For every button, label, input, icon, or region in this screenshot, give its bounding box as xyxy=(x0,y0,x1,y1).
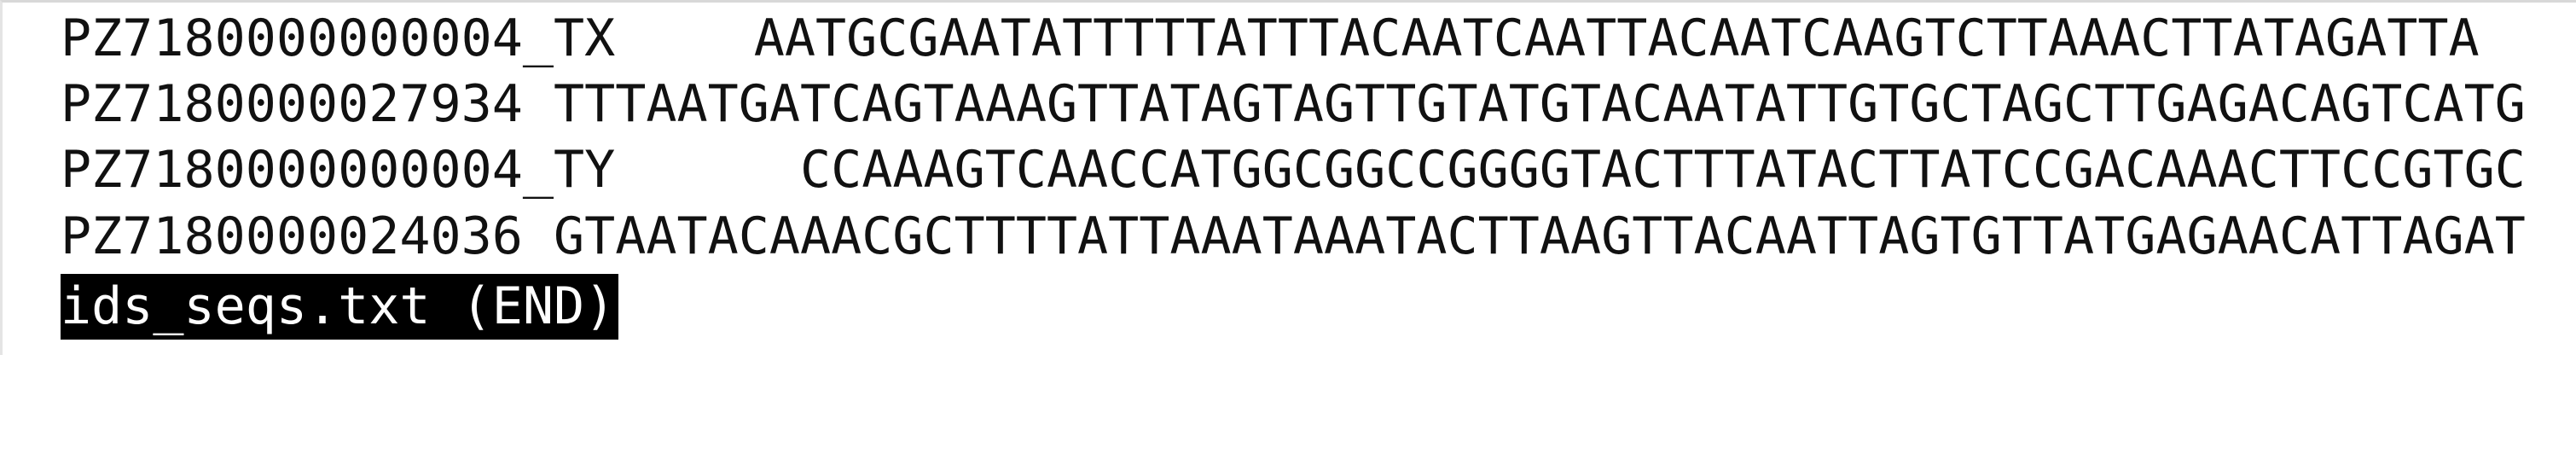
status-line: ids_seqs.txt (END) xyxy=(61,274,2568,340)
sequence: TTTAATGATCAGTAAAGTTATAGTAGTTGTATGTACAATA… xyxy=(553,74,2526,134)
sequence: GTAATACAAACGCTTTTATTAAATAAATACTTAAGTTACA… xyxy=(553,206,2526,266)
pager-status: ids_seqs.txt (END) xyxy=(61,274,619,340)
line: PZ7180000000004_TX AATGCGAATATTTTTATTTAC… xyxy=(61,6,2568,72)
sequence: CCAAAGTCAACCATGGCGGCCGGGGTACTTTATACTTATC… xyxy=(799,140,2526,200)
seq-id: PZ7180000024036 xyxy=(61,206,523,266)
sequence: AATGCGAATATTTTTATTTACAATCAATTACAATCAAGTC… xyxy=(753,9,2480,68)
terminal: PZ7180000000004_TX AATGCGAATATTTTTATTTAC… xyxy=(0,0,2576,355)
line: PZ7180000027934 TTTAATGATCAGTAAAGTTATAGT… xyxy=(61,72,2568,137)
seq-id: PZ7180000000004_TY xyxy=(61,140,616,200)
line: PZ7180000024036 GTAATACAAACGCTTTTATTAAAT… xyxy=(61,204,2568,270)
seq-id: PZ7180000027934 xyxy=(61,74,523,134)
line: PZ7180000000004_TY CCAAAGTCAACCATGGCGGCC… xyxy=(61,137,2568,203)
seq-id: PZ7180000000004_TX xyxy=(61,9,616,68)
